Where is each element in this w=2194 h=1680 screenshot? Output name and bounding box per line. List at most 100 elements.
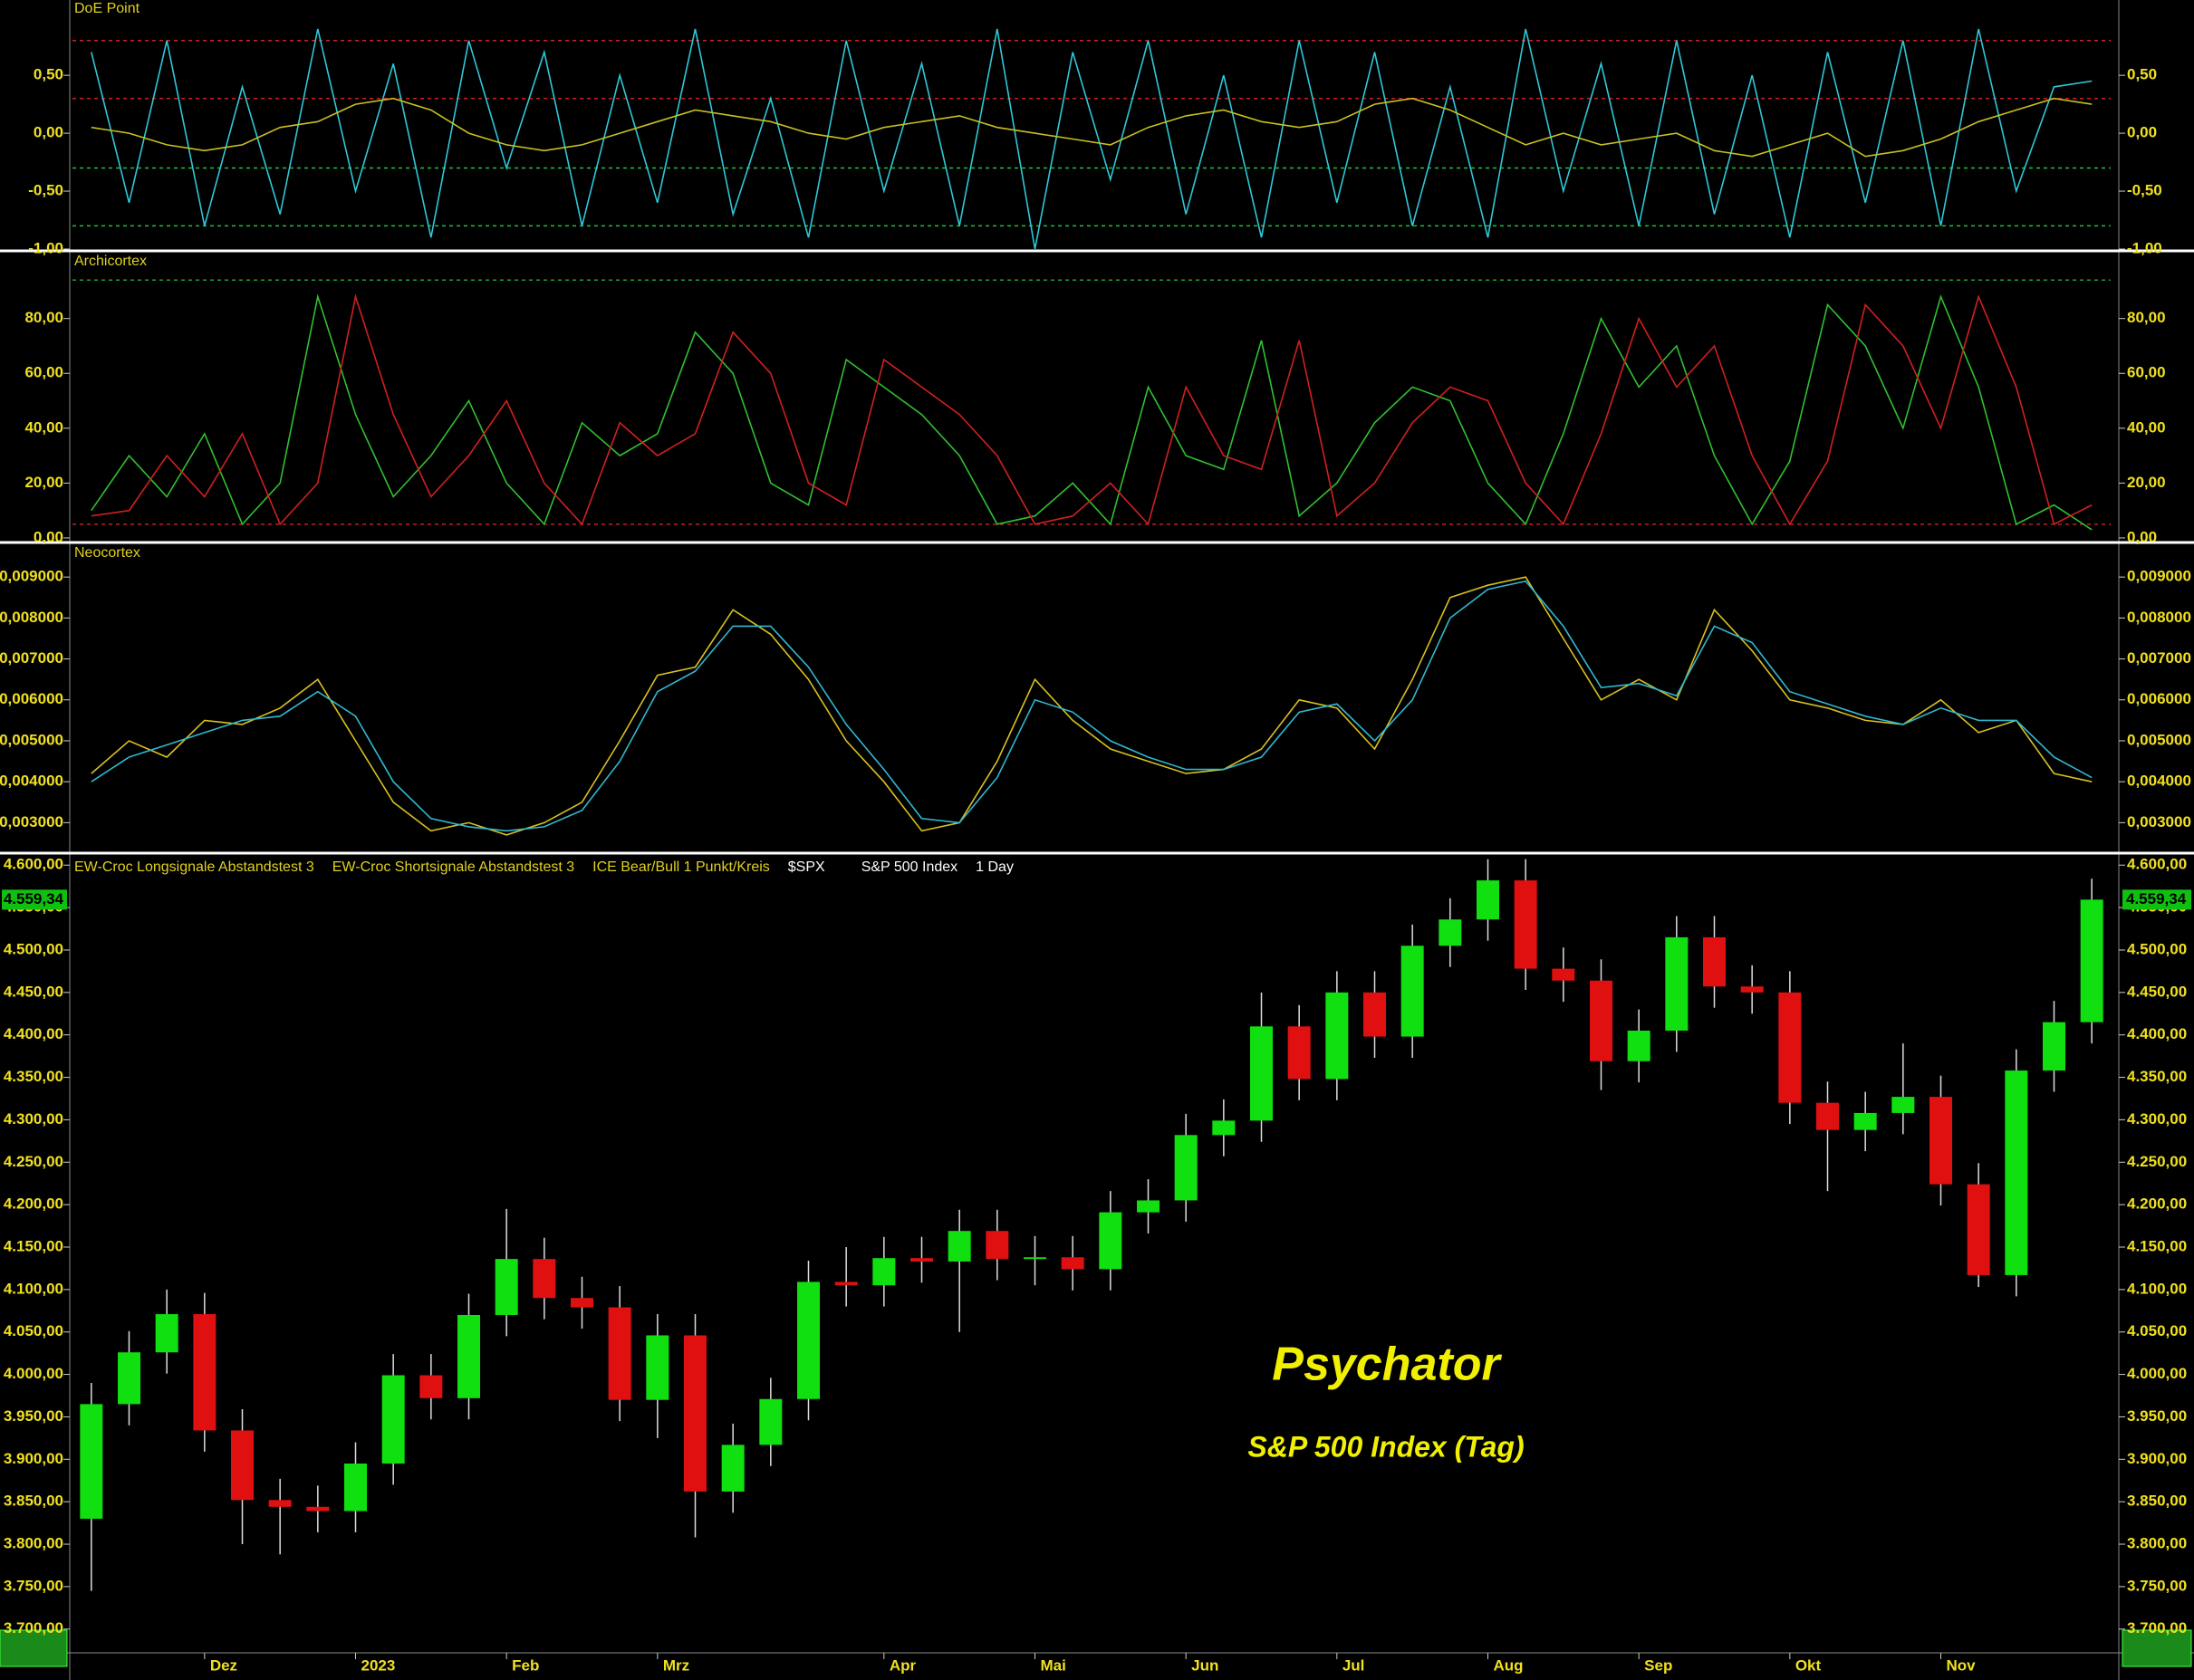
y-tick-label: 4.300,00 [4, 1110, 63, 1128]
series-line [91, 28, 2093, 250]
x-tick-label: Feb [512, 1656, 539, 1674]
y-tick-label: 0,007000 [2127, 649, 2191, 667]
candle-body [721, 1445, 745, 1492]
candle-body [1439, 919, 1462, 946]
y-tick-label: 4.450,00 [4, 983, 63, 1000]
y-tick-label: 0,004000 [0, 773, 63, 790]
y-tick-label: 0,005000 [0, 731, 63, 748]
legend-item: EW-Croc Shortsignale Abstandstest 3 [332, 859, 574, 875]
last-price-box [2122, 889, 2191, 910]
x-tick-label: Mrz [663, 1656, 689, 1674]
y-tick-label: 0,009000 [0, 568, 63, 585]
y-tick-label: 0,007000 [0, 649, 63, 667]
candle-body [1627, 1031, 1650, 1061]
series-line [91, 293, 2093, 526]
candle-body [231, 1430, 254, 1501]
y-tick-label: 4.050,00 [4, 1322, 63, 1339]
y-tick-label: 4.250,00 [4, 1153, 63, 1170]
y-tick-label: 0,005000 [2127, 731, 2191, 748]
x-tick-label: Jul [1342, 1656, 1365, 1674]
x-tick-label: Sep [1644, 1656, 1672, 1674]
candle-body [1514, 880, 1537, 969]
y-tick-label: 4.200,00 [2127, 1195, 2187, 1213]
y-tick-label: 4.100,00 [4, 1280, 63, 1297]
x-tick-label: Dez [210, 1656, 237, 1674]
y-tick-label: 4.600,00 [4, 856, 63, 873]
y-tick-label: 4.500,00 [4, 940, 63, 957]
y-tick-label: 3.700,00 [4, 1619, 63, 1637]
y-tick-label: 4.150,00 [4, 1237, 63, 1254]
last-price-label: 4.559,34 [2126, 890, 2187, 907]
legend-item: S&P 500 Index [861, 859, 957, 875]
candle-body [1250, 1026, 1273, 1121]
candle-body [2080, 899, 2103, 1022]
series-line [91, 580, 2093, 832]
y-tick-label: 3.750,00 [2127, 1577, 2187, 1594]
candle-body [1325, 992, 1349, 1080]
y-tick-label: -0,50 [28, 182, 63, 199]
y-tick-label: 4.400,00 [4, 1025, 63, 1042]
y-tick-label: 3.850,00 [2127, 1493, 2187, 1510]
y-tick-label: 0,008000 [0, 609, 63, 626]
series-line [91, 97, 2093, 158]
candle-body [646, 1335, 669, 1400]
candle-body [268, 1500, 292, 1507]
candle-body [1816, 1102, 1839, 1130]
y-tick-label: 3.900,00 [2127, 1450, 2187, 1467]
candle-body [986, 1231, 1009, 1260]
legend-item: 1 Day [976, 859, 1014, 875]
candle-body [1552, 968, 1575, 981]
y-tick-label: 3.800,00 [4, 1535, 63, 1552]
x-tick-label: Mai [1041, 1656, 1066, 1674]
y-tick-label: 0,00 [2127, 528, 2157, 545]
candle-body [2043, 1022, 2065, 1071]
y-tick-label: -0,50 [2127, 182, 2162, 199]
y-tick-label: 20,00 [24, 474, 63, 491]
x-tick-label: Aug [1494, 1656, 1524, 1674]
candle-body [533, 1259, 556, 1299]
candle-body [1137, 1200, 1160, 1213]
y-tick-label: 4.300,00 [2127, 1110, 2187, 1128]
y-tick-label: 80,00 [24, 309, 63, 326]
y-tick-label: 4.050,00 [2127, 1322, 2187, 1339]
candle-body [759, 1398, 783, 1445]
y-tick-label: 0,00 [2127, 124, 2157, 141]
candle-body [1287, 1026, 1311, 1080]
candle-body [910, 1258, 933, 1262]
candle-body [1967, 1184, 1990, 1275]
candle-body [1024, 1257, 1046, 1260]
y-tick-label: 60,00 [24, 364, 63, 381]
candle-body [1891, 1097, 1915, 1113]
y-tick-label: 40,00 [24, 418, 63, 436]
candle-body [1590, 980, 1612, 1061]
scroll-block[interactable] [2122, 1629, 2192, 1667]
y-tick-label: 0,006000 [0, 690, 63, 707]
y-tick-label: 4.450,00 [2127, 983, 2187, 1000]
candle-body [1400, 946, 1424, 1037]
y-tick-label: 0,008000 [2127, 609, 2191, 626]
y-tick-label: -1,00 [28, 239, 63, 256]
y-tick-label: 4.350,00 [4, 1068, 63, 1085]
candle-body [571, 1298, 593, 1308]
candle-body [1174, 1135, 1198, 1201]
legend-item: $SPX [788, 859, 825, 875]
x-tick-label: Apr [890, 1656, 917, 1674]
candle-body [1929, 1097, 1952, 1185]
last-price-box [2, 889, 67, 910]
candle-body [684, 1335, 707, 1492]
y-tick-label: 60,00 [2127, 364, 2166, 381]
watermark-subtitle: S&P 500 Index (Tag) [1247, 1430, 1524, 1463]
y-tick-label: 0,00 [34, 124, 63, 141]
scroll-block[interactable] [0, 1629, 68, 1667]
legend-item: ICE Bear/Bull 1 Punkt/Kreis [592, 859, 770, 875]
candle-body [1853, 1112, 1877, 1130]
y-tick-label: 3.950,00 [2127, 1407, 2187, 1425]
panel-title: Neocortex [74, 545, 140, 561]
x-tick-label: Nov [1947, 1656, 1977, 1674]
candle-body [80, 1404, 103, 1519]
candle-body [1099, 1212, 1122, 1270]
x-tick-label: Jun [1191, 1656, 1218, 1674]
watermark-title: Psychator [1272, 1339, 1502, 1391]
y-tick-label: 4.600,00 [2127, 856, 2187, 873]
